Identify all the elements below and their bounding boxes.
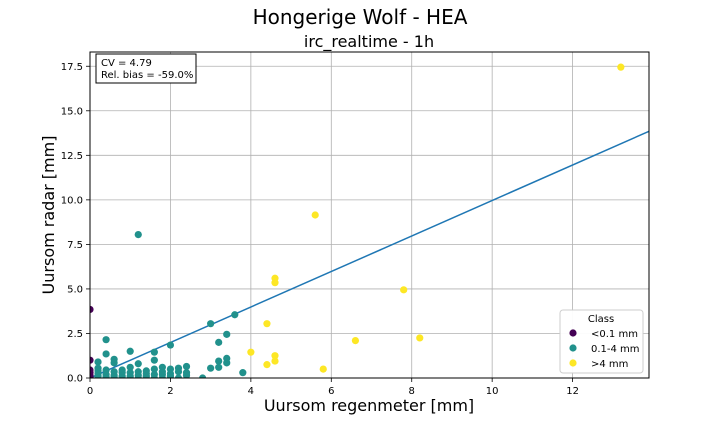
y-axis-ticks: 0.0 2.5 5.0 7.5 10.0 12.5 15.0 17.5: [61, 62, 90, 385]
data-point: [126, 363, 134, 371]
y-axis-label: Uursom radar [mm]: [39, 136, 58, 295]
y-tick-label: 15.0: [61, 106, 83, 117]
legend-marker: [569, 329, 577, 337]
legend-label: <0.1 mm: [591, 329, 638, 340]
data-point: [174, 368, 183, 376]
data-point: [263, 361, 271, 369]
data-point: [142, 372, 150, 378]
x-tick-label: 4: [248, 386, 254, 397]
data-point: [416, 334, 424, 342]
y-tick-label: 0.0: [67, 374, 83, 385]
data-point: [94, 358, 102, 366]
data-point: [207, 320, 215, 328]
data-point: [150, 348, 158, 356]
stats-box: CV = 4.79 Rel. bias = -59.0%: [95, 53, 197, 84]
data-point: [150, 356, 158, 364]
regression-line: [90, 130, 649, 378]
legend-label: >4 mm: [591, 359, 628, 370]
data-point: [400, 286, 408, 294]
data-point: [102, 374, 110, 378]
data-point: [134, 374, 142, 378]
x-tick-label: 6: [328, 386, 334, 397]
plot-area: [90, 63, 649, 378]
data-point: [215, 363, 223, 371]
data-point: [110, 359, 118, 367]
data-point: [102, 336, 110, 344]
data-point: [90, 374, 94, 378]
legend-marker: [569, 344, 577, 352]
data-point: [126, 347, 134, 355]
data-point: [239, 369, 247, 377]
x-tick-label: 12: [566, 386, 579, 397]
data-point: [271, 357, 279, 365]
data-point: [110, 373, 118, 378]
x-tick-label: 10: [486, 386, 499, 397]
plot-frame: [89, 51, 650, 379]
data-point: [134, 230, 142, 239]
data-point: [90, 305, 94, 314]
bias-text: Rel. bias = -59.0%: [101, 70, 193, 81]
data-point: [223, 330, 231, 338]
x-tick-label: 2: [167, 386, 173, 397]
legend-marker: [569, 359, 577, 367]
data-point: [311, 211, 319, 219]
y-tick-label: 5.0: [67, 284, 83, 295]
data-point: [215, 357, 223, 365]
y-tick-label: 2.5: [67, 329, 83, 340]
y-tick-label: 10.0: [61, 195, 83, 206]
chart-title: Hongerige Wolf - HEA: [253, 5, 468, 29]
data-point: [166, 341, 175, 349]
data-point: [247, 348, 255, 356]
data-point: [182, 362, 191, 371]
data-point: [150, 374, 158, 378]
legend-label: 0.1-4 mm: [591, 344, 640, 355]
x-tick-label: 0: [87, 386, 93, 397]
y-tick-label: 7.5: [67, 240, 83, 251]
data-point: [223, 359, 231, 367]
data-point: [158, 374, 166, 378]
data-point: [263, 320, 271, 328]
cv-text: CV = 4.79: [101, 58, 152, 69]
data-point: [351, 336, 360, 345]
y-tick-label: 12.5: [61, 151, 83, 162]
data-point: [90, 356, 94, 364]
data-points: [90, 63, 625, 378]
data-point: [118, 374, 126, 378]
data-point: [271, 352, 279, 360]
data-point: [199, 374, 207, 378]
y-tick-label: 17.5: [61, 62, 83, 73]
data-point: [134, 360, 142, 368]
data-point: [207, 364, 215, 372]
legend-title: Class: [588, 314, 614, 325]
data-point: [231, 311, 239, 319]
data-point: [182, 371, 191, 378]
legend: Class <0.1 mm 0.1-4 mm >4 mm: [559, 309, 644, 374]
data-point: [617, 63, 625, 71]
data-point: [102, 350, 110, 358]
data-point: [126, 374, 134, 378]
x-axis-ticks: 0 2 4 6 8 10 12: [87, 378, 579, 397]
data-point: [174, 374, 183, 378]
data-point: [94, 374, 102, 378]
data-point: [215, 338, 223, 346]
data-point: [319, 365, 327, 373]
chart-subtitle: irc_realtime - 1h: [304, 32, 434, 52]
data-point: [271, 279, 279, 287]
x-tick-label: 8: [409, 386, 415, 397]
x-axis-label: Uursom regenmeter [mm]: [264, 396, 474, 415]
data-point: [150, 365, 158, 373]
data-point: [166, 372, 175, 378]
